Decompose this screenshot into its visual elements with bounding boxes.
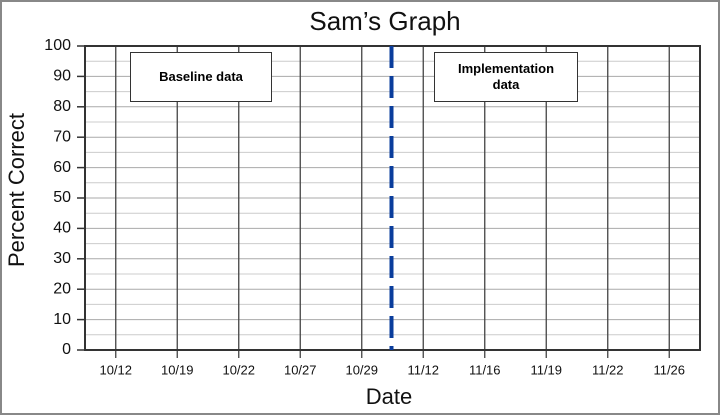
annotation: Implementation data — [434, 52, 578, 102]
y-tick-label: 100 — [44, 37, 71, 54]
x-tick-label: 10/19 — [161, 362, 194, 377]
y-tick-label: 70 — [53, 128, 71, 145]
x-tick-label: 10/12 — [99, 362, 132, 377]
x-tick-label: 10/22 — [222, 362, 255, 377]
x-axis-label: Date — [366, 384, 412, 409]
y-tick-label: 60 — [53, 159, 71, 176]
annotation: Baseline data — [130, 52, 272, 102]
y-tick-label: 30 — [53, 250, 71, 267]
x-tick-label: 10/29 — [345, 362, 378, 377]
y-tick-label: 90 — [53, 68, 71, 85]
x-tick-label: 10/27 — [284, 362, 317, 377]
y-tick-label: 40 — [53, 220, 71, 237]
y-tick-label: 0 — [62, 341, 71, 358]
y-tick-label: 80 — [53, 98, 71, 115]
y-axis-label: Percent Correct — [4, 113, 29, 267]
y-tick-label: 50 — [53, 189, 71, 206]
x-tick-label: 11/12 — [407, 362, 439, 377]
x-tick-label: 11/26 — [653, 362, 685, 377]
x-tick-label: 11/22 — [592, 362, 624, 377]
y-tick-label: 10 — [53, 311, 71, 328]
x-tick-label: 11/16 — [469, 362, 501, 377]
x-tick-label: 11/19 — [530, 362, 562, 377]
y-tick-label: 20 — [53, 280, 71, 297]
chart-title: Sam’s Graph — [309, 6, 460, 36]
